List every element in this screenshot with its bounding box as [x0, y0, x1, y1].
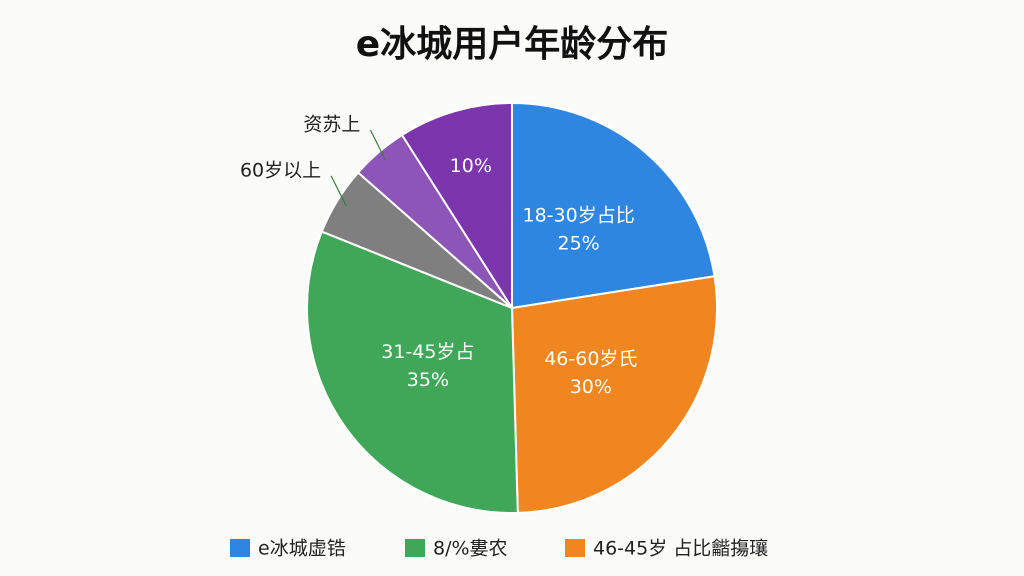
outer-label: 资苏上	[303, 114, 360, 136]
value-label: 35%	[407, 369, 449, 391]
pie-slice	[511, 101, 716, 310]
outer-label: 60岁以上	[240, 159, 321, 181]
legend-label: 8/%婁农	[433, 538, 508, 560]
slice-label: 46-60岁氏	[544, 348, 637, 370]
leader-line	[369, 129, 386, 161]
value-label: 10%	[450, 155, 492, 177]
legend-label: e冰城虚锆	[258, 538, 346, 560]
legend-swatch	[405, 539, 425, 557]
slice-label: 31-45岁占	[381, 341, 474, 363]
legend-label: 46-45岁 占比龤摥瓖	[593, 538, 768, 560]
legend-swatch	[565, 539, 585, 557]
pie-slice	[306, 230, 519, 514]
leader-line	[330, 175, 347, 207]
chart-title: e冰城用户年龄分布	[356, 24, 668, 65]
value-label: 25%	[558, 233, 600, 255]
slice-label: 18-30岁占比	[523, 205, 635, 227]
pie-slice	[400, 101, 513, 312]
legend-swatch	[230, 539, 250, 557]
pie-slice	[510, 275, 718, 514]
value-label: 30%	[570, 376, 612, 398]
